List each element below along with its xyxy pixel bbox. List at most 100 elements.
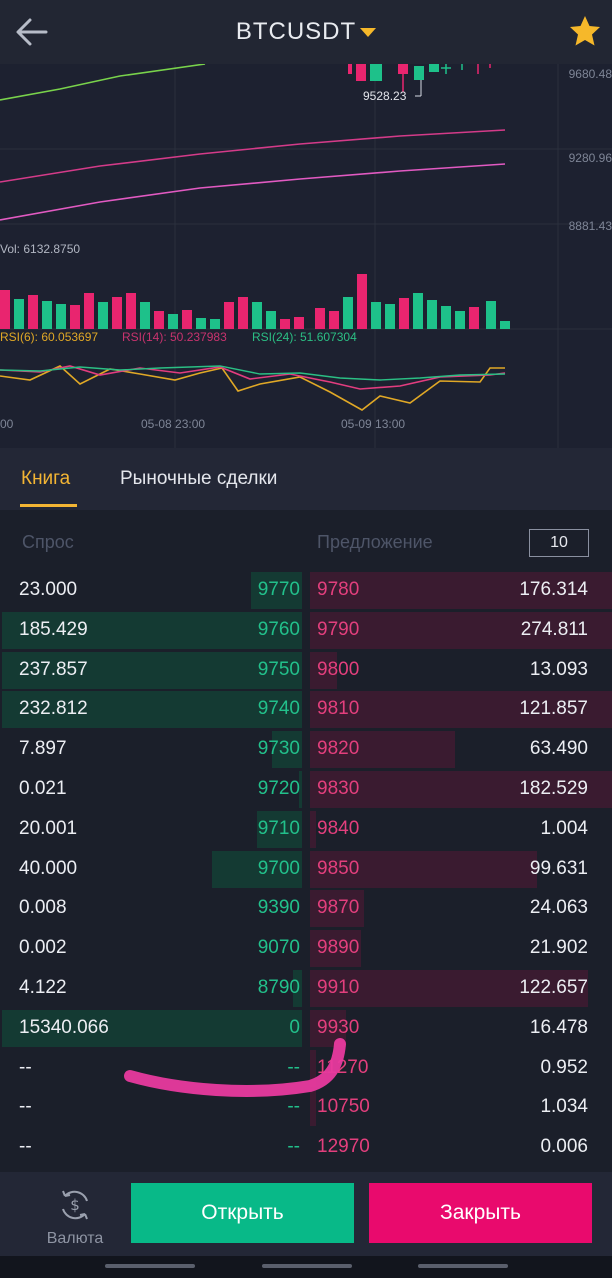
ask-amount: 1.034	[540, 1096, 588, 1118]
orderbook-row[interactable]: 20.001 9710 9840 1.004	[0, 810, 612, 848]
tab-bar: Книга Рыночные сделки	[0, 448, 612, 510]
ask-depth-bar	[310, 1089, 316, 1127]
rsi6-line	[0, 365, 505, 411]
nav-recents[interactable]	[105, 1264, 195, 1268]
rsi14-label: RSI(14): 50.237983	[122, 330, 227, 344]
ask-price: 9800	[317, 658, 360, 680]
orderbook-row[interactable]: -- -- 10750 1.034	[0, 1089, 612, 1127]
ma-line-pink	[0, 163, 506, 221]
ask-depth-bar	[310, 731, 455, 769]
nav-back[interactable]	[418, 1264, 508, 1268]
ask-amount: 0.006	[540, 1136, 588, 1158]
bid-header: Спрос	[22, 532, 74, 552]
star-icon[interactable]	[568, 14, 602, 48]
ask-price: 10750	[317, 1096, 370, 1118]
volume-bars	[0, 274, 510, 329]
rsi24-label: RSI(24): 51.607304	[252, 330, 357, 344]
ask-depth-bar	[310, 651, 337, 689]
rsi14-line	[0, 365, 506, 390]
bid-amount: 0.021	[19, 778, 67, 799]
ask-amount: 274.811	[520, 618, 588, 640]
ask-depth-bar	[310, 970, 588, 1007]
candles	[348, 64, 491, 97]
bid-depth-bar	[2, 611, 302, 649]
bid-price: 9710	[257, 817, 300, 839]
nav-home[interactable]	[262, 1264, 352, 1268]
ask-price: 9870	[317, 897, 360, 919]
bid-amount: 23.000	[19, 579, 78, 600]
bid-price: 9390	[257, 897, 300, 919]
ask-price: 11270	[317, 1056, 369, 1078]
bid-amount: 0.008	[19, 897, 67, 919]
bid-amount: 20.001	[19, 817, 78, 839]
ask-amount: 16.478	[529, 1016, 588, 1038]
ask-price: 9840	[317, 817, 360, 839]
orderbook-row[interactable]: 23.000 9770 9780 176.314	[0, 572, 612, 609]
ask-price: 9830	[317, 778, 360, 799]
orderbook-row[interactable]: 232.812 9740 9810 121.857	[0, 691, 612, 729]
time-axis-label: 05-08 23:00	[141, 417, 206, 431]
orderbook-row[interactable]: 40.000 9700 9850 99.631	[0, 850, 612, 888]
price-axis-label: 9280.96	[568, 151, 612, 165]
time-axis-label: 05-09 13:00	[341, 417, 406, 431]
bid-depth-bar	[272, 731, 302, 769]
bid-price: 9750	[257, 658, 300, 680]
ask-price: 12970	[317, 1136, 370, 1158]
chart-canvas	[0, 64, 612, 448]
orderbook-row[interactable]: 0.021 9720 9830 182.529	[0, 771, 612, 808]
bid-price: --	[287, 1096, 300, 1118]
bid-amount: 232.812	[19, 698, 88, 720]
ask-amount: 13.093	[529, 658, 588, 680]
ask-price: 9810	[317, 698, 360, 720]
ask-amount: 63.490	[529, 738, 588, 760]
ma-line-green	[0, 64, 206, 101]
orderbook-row[interactable]: -- -- 12970 0.006	[0, 1129, 612, 1166]
ask-amount: 121.857	[519, 698, 588, 720]
ask-depth-bar	[310, 572, 612, 609]
depth-selector[interactable]: 10	[529, 529, 589, 557]
rsi6-label: RSI(6): 60.053697	[0, 330, 99, 344]
pair-title: BTCUSDT	[235, 18, 357, 45]
orderbook-row[interactable]: 0.008 9390 9870 24.063	[0, 890, 612, 928]
orderbook-row[interactable]: 15340.066 0 9930 16.478	[0, 1009, 612, 1047]
bid-amount: 4.122	[19, 977, 67, 998]
ask-depth-bar	[310, 691, 612, 729]
ask-depth-bar	[310, 930, 361, 968]
orderbook-row[interactable]: -- -- 11270 0.952	[0, 1049, 612, 1087]
arrow-left-icon[interactable]	[14, 14, 50, 50]
bid-amount: 7.897	[19, 738, 67, 760]
ask-price: 9780	[317, 579, 360, 600]
bid-price: 0	[289, 1016, 300, 1038]
ask-amount: 176.314	[519, 579, 588, 600]
close-position-button[interactable]: Закрыть	[369, 1183, 592, 1243]
price-chart[interactable]: 9680.48 9280.96 8881.43 9528.23 Vol: 613…	[0, 64, 612, 448]
orderbook-row[interactable]: 185.429 9760 9790 274.811	[0, 611, 612, 649]
tab-orderbook[interactable]: Книга	[21, 468, 71, 489]
currency-button[interactable]: $ Валюта	[30, 1180, 120, 1250]
price-axis-label: 8881.43	[568, 219, 612, 233]
system-nav-bar	[0, 1256, 612, 1278]
bid-amount: 185.429	[19, 618, 88, 640]
open-position-button[interactable]: Открыть	[131, 1183, 354, 1243]
tab-active-indicator	[20, 504, 77, 507]
ask-price: 9910	[317, 977, 360, 998]
bid-price: --	[287, 1056, 300, 1078]
ask-amount: 0.952	[540, 1056, 588, 1078]
tab-market-trades[interactable]: Рыночные сделки	[120, 468, 278, 489]
orderbook-row[interactable]: 237.857 9750 9800 13.093	[0, 651, 612, 689]
orderbook-row[interactable]: 7.897 9730 9820 63.490	[0, 731, 612, 769]
bid-price: 9700	[257, 857, 300, 879]
bid-amount: 15340.066	[19, 1016, 109, 1038]
time-axis-label: 00	[0, 417, 14, 431]
pair-selector[interactable]: BTCUSDT	[0, 18, 612, 46]
orderbook-row[interactable]: 0.002 9070 9890 21.902	[0, 930, 612, 968]
bid-amount: --	[19, 1056, 32, 1078]
ask-amount: 99.631	[529, 857, 588, 879]
ask-depth-bar	[310, 890, 364, 928]
ask-amount: 122.657	[519, 977, 588, 998]
bid-depth-bar	[257, 810, 302, 848]
ask-depth-bar	[310, 611, 612, 649]
bid-amount: 237.857	[19, 658, 88, 680]
orderbook-row[interactable]: 4.122 8790 9910 122.657	[0, 970, 612, 1007]
currency-label: Валюта	[46, 1230, 104, 1247]
